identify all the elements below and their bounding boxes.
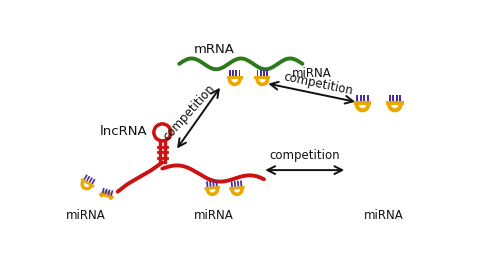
Text: miRNA: miRNA (364, 210, 403, 222)
Bar (238, 70, 240, 76)
Bar (232, 70, 234, 76)
Bar (356, 95, 358, 101)
Bar (212, 181, 214, 186)
Bar (254, 76, 270, 79)
Bar (89, 177, 93, 183)
Bar (236, 70, 237, 76)
Bar (84, 174, 88, 180)
Text: competition: competition (161, 82, 218, 143)
Bar (206, 181, 208, 187)
Bar (360, 95, 362, 101)
Bar (108, 189, 110, 195)
Text: mRNA: mRNA (194, 43, 235, 56)
Bar (388, 95, 390, 101)
Text: miRNA: miRNA (66, 210, 105, 222)
Bar (104, 189, 108, 194)
Text: miRNA: miRNA (292, 67, 332, 80)
Bar (99, 193, 114, 199)
Bar (204, 186, 220, 190)
Bar (256, 70, 258, 76)
Bar (386, 101, 404, 105)
Bar (102, 188, 104, 193)
Bar (399, 95, 401, 101)
Bar (229, 186, 245, 190)
Bar (354, 101, 372, 105)
Text: lncRNA: lncRNA (100, 125, 148, 138)
Text: competition: competition (270, 149, 340, 162)
Bar (226, 76, 242, 79)
Text: miRNA: miRNA (194, 210, 234, 222)
Bar (229, 70, 231, 76)
Text: competition: competition (282, 70, 354, 98)
Bar (92, 179, 96, 184)
Bar (80, 178, 94, 188)
Bar (216, 180, 218, 186)
Bar (266, 70, 268, 76)
Bar (86, 176, 90, 181)
Bar (396, 95, 398, 101)
Bar (230, 181, 233, 187)
Bar (237, 181, 239, 186)
Bar (392, 95, 394, 101)
Bar (209, 181, 212, 187)
Bar (110, 190, 114, 196)
Bar (263, 70, 265, 76)
Bar (364, 95, 366, 101)
Bar (260, 70, 262, 76)
Bar (234, 181, 236, 187)
Bar (367, 95, 369, 101)
Bar (240, 180, 242, 186)
